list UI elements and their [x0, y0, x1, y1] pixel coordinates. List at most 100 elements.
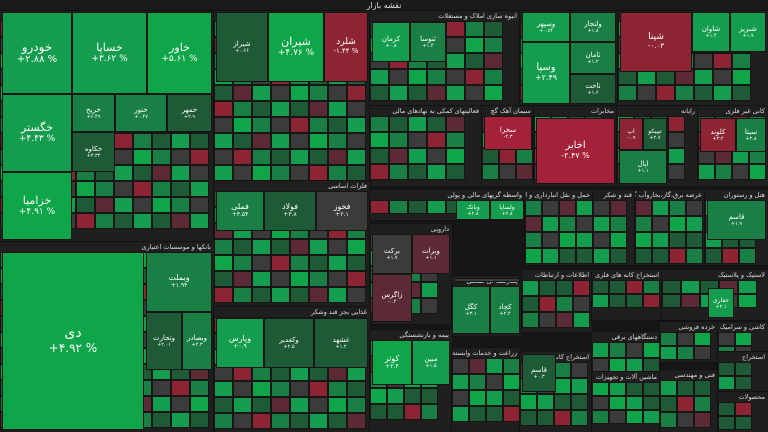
stock-tile-small[interactable]: [271, 117, 290, 133]
stock-tile-small[interactable]: [559, 248, 576, 264]
stock-tile-small[interactable]: [660, 396, 677, 412]
stock-tile-small[interactable]: [290, 413, 309, 429]
stock-tile-small[interactable]: [133, 133, 152, 149]
stock-tile-small[interactable]: [539, 280, 556, 296]
stock-tile-small[interactable]: [214, 255, 233, 271]
stock-tile[interactable]: خودرو +۲.۸۸ %: [2, 12, 72, 94]
stock-tile-small[interactable]: [171, 149, 190, 165]
stock-tile-small[interactable]: [669, 200, 686, 216]
stock-tile-small[interactable]: [592, 280, 609, 294]
stock-tile-small[interactable]: [309, 381, 328, 397]
stock-tile-small[interactable]: [233, 287, 252, 303]
stock-tile[interactable]: شبریز +۱.۹: [730, 12, 766, 52]
stock-tile-small[interactable]: [76, 213, 95, 229]
stock-tile-small[interactable]: [713, 53, 732, 69]
stock-tile-small[interactable]: [133, 181, 152, 197]
stock-tile[interactable]: شاوان +۱.۴: [692, 12, 730, 52]
stock-tile-small[interactable]: [718, 416, 735, 430]
stock-tile[interactable]: حفاری +۲.۱: [708, 288, 734, 318]
stock-tile-small[interactable]: [525, 232, 542, 248]
stock-tile[interactable]: خمهر +۲.۹: [167, 94, 212, 132]
stock-tile-small[interactable]: [214, 287, 233, 303]
stock-tile-small[interactable]: [328, 133, 347, 149]
stock-tile-small[interactable]: [522, 280, 539, 296]
stock-tile[interactable]: وبانک +۲.۸: [456, 200, 490, 220]
stock-tile-small[interactable]: [677, 396, 694, 412]
stock-tile-small[interactable]: [503, 406, 520, 422]
stock-tile-small[interactable]: [95, 181, 114, 197]
stock-tile-small[interactable]: [675, 85, 694, 101]
stock-tile-small[interactable]: [499, 164, 516, 180]
stock-tile-small[interactable]: [370, 69, 389, 85]
stock-tile-small[interactable]: [290, 381, 309, 397]
stock-tile-small[interactable]: [571, 410, 588, 426]
stock-tile-small[interactable]: [542, 216, 559, 232]
stock-tile-small[interactable]: [486, 358, 503, 374]
stock-tile-small[interactable]: [171, 213, 190, 229]
stock-tile-small[interactable]: [190, 181, 209, 197]
stock-tile-small[interactable]: [592, 342, 609, 358]
stock-tile-small[interactable]: [609, 342, 626, 358]
stock-tile-small[interactable]: [347, 397, 366, 413]
stock-tile-small[interactable]: [576, 232, 593, 248]
stock-tile[interactable]: وسپا +۲.۴۹: [522, 42, 570, 104]
stock-tile-small[interactable]: [643, 280, 660, 294]
stock-tile-small[interactable]: [465, 85, 484, 101]
stock-tile-small[interactable]: [233, 85, 252, 101]
stock-tile-small[interactable]: [735, 376, 752, 390]
stock-tile-small[interactable]: [452, 406, 469, 422]
stock-tile[interactable]: سخرا -۲.۳: [484, 116, 532, 150]
stock-tile-small[interactable]: [735, 362, 752, 376]
stock-tile-small[interactable]: [635, 200, 652, 216]
stock-tile-small[interactable]: [76, 197, 95, 213]
stock-tile[interactable]: کرمان +۰.۸: [372, 22, 410, 62]
stock-tile-small[interactable]: [389, 69, 408, 85]
stock-tile-small[interactable]: [190, 396, 209, 412]
stock-tile-small[interactable]: [635, 248, 652, 264]
stock-tile-small[interactable]: [271, 101, 290, 117]
stock-tile-small[interactable]: [559, 232, 576, 248]
stock-tile-small[interactable]: [626, 410, 643, 424]
stock-tile-small[interactable]: [290, 117, 309, 133]
stock-tile-small[interactable]: [660, 332, 677, 346]
stock-tile-small[interactable]: [387, 388, 404, 404]
stock-tile-small[interactable]: [660, 346, 677, 360]
stock-tile-small[interactable]: [190, 380, 209, 396]
stock-tile-small[interactable]: [427, 69, 446, 85]
stock-tile-small[interactable]: [484, 21, 503, 37]
stock-tile-small[interactable]: [114, 165, 133, 181]
stock-tile-small[interactable]: [539, 312, 556, 328]
stock-tile[interactable]: شلرد -۱.۴۴ %: [324, 12, 368, 82]
stock-tile-small[interactable]: [347, 117, 366, 133]
stock-tile-small[interactable]: [389, 85, 408, 101]
stock-tile-small[interactable]: [542, 200, 559, 216]
stock-tile-small[interactable]: [252, 117, 271, 133]
stock-tile-small[interactable]: [520, 410, 537, 426]
stock-tile-small[interactable]: [408, 116, 427, 132]
stock-tile-small[interactable]: [347, 271, 366, 287]
stock-tile-small[interactable]: [427, 116, 446, 132]
stock-tile-small[interactable]: [469, 406, 486, 422]
stock-tile-small[interactable]: [252, 165, 271, 181]
stock-tile[interactable]: فملی +۳.۵۴: [216, 191, 264, 231]
stock-tile-small[interactable]: [593, 248, 610, 264]
stock-tile-small[interactable]: [446, 85, 465, 101]
stock-tile-small[interactable]: [271, 85, 290, 101]
stock-tile-small[interactable]: [705, 248, 722, 264]
stock-tile-small[interactable]: [233, 381, 252, 397]
stock-tile-small[interactable]: [271, 287, 290, 303]
stock-tile-small[interactable]: [554, 410, 571, 426]
stock-tile-small[interactable]: [214, 149, 233, 165]
stock-tile-small[interactable]: [694, 69, 713, 85]
stock-tile-small[interactable]: [328, 381, 347, 397]
stock-tile-small[interactable]: [171, 396, 190, 412]
stock-tile-small[interactable]: [609, 396, 626, 410]
stock-tile-small[interactable]: [610, 216, 627, 232]
stock-tile[interactable]: قاسم +۱.۹: [707, 200, 766, 240]
stock-tile[interactable]: تیپیکو +۲.۷: [643, 118, 667, 150]
stock-tile-small[interactable]: [681, 280, 700, 294]
stock-tile[interactable]: خساپا +۳.۶۲ %: [72, 12, 147, 94]
stock-tile-small[interactable]: [389, 116, 408, 132]
stock-tile-small[interactable]: [252, 101, 271, 117]
stock-tile-small[interactable]: [576, 248, 593, 264]
